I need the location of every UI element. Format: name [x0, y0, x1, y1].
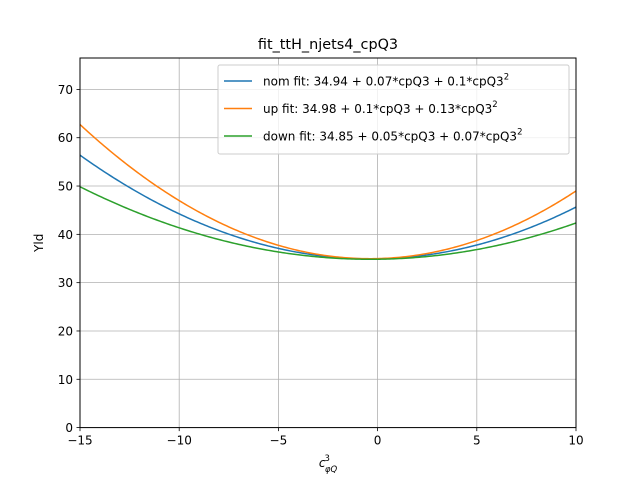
plot-frame	[79, 57, 577, 429]
series-line-2	[80, 186, 576, 261]
legend-label-1: up fit: 34.98 + 0.1*cpQ3 + 0.13*cpQ32	[263, 100, 498, 116]
x-tick-label: −15	[67, 434, 92, 448]
x-axis-label-subscript: φQ	[325, 465, 338, 475]
legend: nom fit: 34.94 + 0.07*cpQ3 + 0.1*cpQ32up…	[217, 64, 570, 155]
y-tick-label: 40	[58, 228, 73, 242]
x-axis-label-superscript: 3	[324, 454, 329, 464]
chart-title: fit_ttH_njets4_cpQ3	[258, 37, 398, 53]
legend-label-text: down fit: 34.85 + 0.05*cpQ3 + 0.07*cpQ3	[263, 130, 517, 144]
legend-label-text: up fit: 34.98 + 0.1*cpQ3 + 0.13*cpQ3	[263, 102, 492, 116]
legend-label-exponent: 2	[504, 73, 509, 83]
y-tick-label: 70	[58, 83, 73, 97]
legend-label-text: nom fit: 34.94 + 0.07*cpQ3 + 0.1*cpQ3	[263, 75, 504, 89]
legend-label-2: down fit: 34.85 + 0.05*cpQ3 + 0.07*cpQ32	[263, 128, 522, 144]
x-tick-label: −10	[167, 434, 192, 448]
y-axis-label: Yld	[32, 234, 46, 253]
legend-entries: nom fit: 34.94 + 0.07*cpQ3 + 0.1*cpQ32up…	[224, 73, 522, 144]
y-tick-label: 60	[58, 131, 73, 145]
axis-ticks: −15 −10 −5 0 5 10 0 10 20 30 40 50 60 70	[58, 83, 584, 448]
x-axis-label-base: c	[319, 456, 326, 470]
y-tick-label: 10	[58, 373, 73, 387]
legend-label-0: nom fit: 34.94 + 0.07*cpQ3 + 0.1*cpQ32	[263, 73, 509, 89]
x-axis-label: c3 φQ	[319, 454, 338, 475]
legend-label-exponent: 2	[517, 128, 522, 138]
plot-series	[80, 123, 576, 261]
x-tick-label: −5	[270, 434, 288, 448]
y-tick-label: 30	[58, 276, 73, 290]
y-tick-label: 0	[65, 421, 73, 435]
x-tick-label: 10	[568, 434, 583, 448]
x-tick-label: 5	[473, 434, 481, 448]
x-tick-label: 0	[374, 434, 382, 448]
y-tick-label: 50	[58, 180, 73, 194]
legend-label-exponent: 2	[492, 100, 497, 110]
legend-frame	[217, 64, 570, 155]
y-tick-label: 20	[58, 324, 73, 338]
series-line-1	[80, 123, 576, 260]
